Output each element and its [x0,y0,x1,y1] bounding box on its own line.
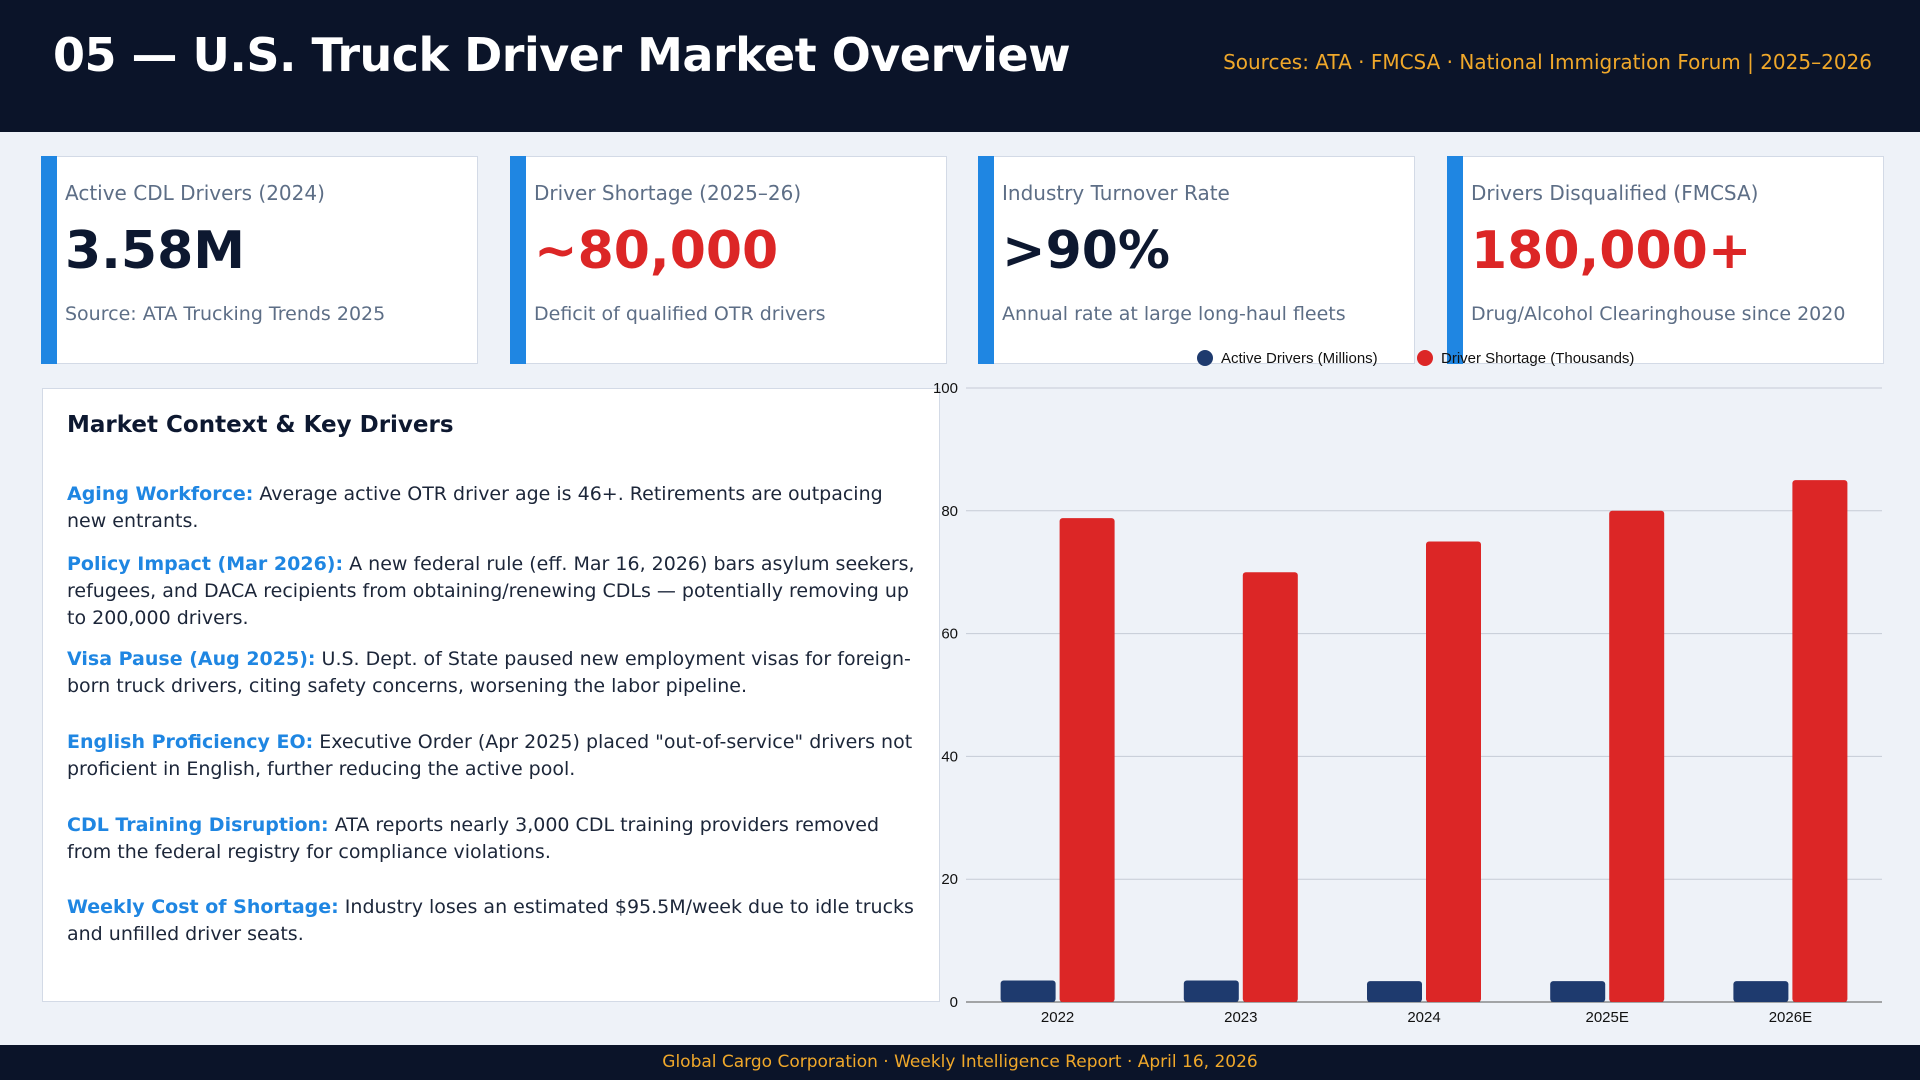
legend-label: Active Drivers (Millions) [1221,350,1378,367]
context-item-head: English Proficiency EO: [67,731,314,753]
y-tick-label: 0 [950,994,958,1011]
bar-active-drivers [1550,981,1606,1002]
x-tick-label: 2025E [1586,1009,1629,1026]
context-item-text: Executive Order (Apr 2025) placed "out-o… [67,731,913,780]
market-context-panel: Market Context & Key Drivers Aging Workf… [42,388,940,1002]
bar-driver-shortage [1792,480,1848,1003]
context-item-head: Visa Pause (Aug 2025): [67,648,316,670]
context-item-text: Average active OTR driver age is 46+. Re… [67,483,883,532]
legend-marker [1197,350,1213,366]
bar-driver-shortage [1426,541,1481,1002]
context-title: Market Context & Key Drivers [67,412,454,438]
context-item-head: Weekly Cost of Shortage: [67,896,339,918]
kpi-value: 3.58M [65,221,246,281]
bar-active-drivers [1000,980,1056,1002]
context-item-cdl-training: CDL Training Disruption: ATA reports nea… [67,812,917,866]
legend-label: Driver Shortage (Thousands) [1441,350,1634,367]
bar-active-drivers [1183,980,1239,1002]
card-accent-bar [1447,156,1463,364]
footer-text: Global Cargo Corporation · Weekly Intell… [662,1052,1258,1072]
context-item-head: Policy Impact (Mar 2026): [67,553,344,575]
context-item-visa-pause: Visa Pause (Aug 2025): U.S. Dept. of Sta… [67,646,917,700]
context-item-aging-workforce: Aging Workforce: Average active OTR driv… [67,481,917,535]
driver-market-bar-chart: 0 20 40 60 80 100 2022 2023 2024 2025E 2026E Active… [933,350,1882,1026]
bar-driver-shortage [1059,518,1115,1002]
bar-active-drivers [1733,981,1789,1002]
kpi-label: Driver Shortage (2025–26) [534,181,802,205]
kpi-card-drivers-disqualified: Drivers Disqualified (FMCSA) 180,000+ Dr… [1447,156,1884,364]
kpi-label: Drivers Disqualified (FMCSA) [1471,181,1759,205]
x-tick-label: 2024 [1407,1009,1440,1026]
context-item-head: CDL Training Disruption: [67,814,329,836]
kpi-card-driver-shortage: Driver Shortage (2025–26) ~80,000 Defici… [510,156,947,364]
kpi-subtext: Drug/Alcohol Clearinghouse since 2020 [1471,303,1846,325]
x-tick-label: 2022 [1041,1009,1074,1026]
kpi-subtext: Annual rate at large long-haul fleets [1002,303,1346,325]
y-tick-label: 100 [933,380,958,397]
kpi-subtext: Source: ATA Trucking Trends 2025 [65,303,386,325]
context-item-text: ATA reports nearly 3,000 CDL training pr… [67,814,880,863]
bar-active-drivers [1367,981,1422,1002]
bar-driver-shortage [1609,510,1665,1002]
kpi-label: Active CDL Drivers (2024) [65,181,325,205]
context-item-english-proficiency: English Proficiency EO: Executive Order … [67,729,917,783]
card-accent-bar [978,156,994,364]
bar-driver-shortage [1242,572,1298,1002]
context-item-text: Industry loses an estimated $95.5M/week … [67,896,914,945]
page-title: 05 — U.S. Truck Driver Market Overview [53,28,1071,82]
kpi-value: >90% [1002,221,1171,281]
kpi-card-active-drivers: Active CDL Drivers (2024) 3.58M Source: … [41,156,478,364]
x-tick-label: 2023 [1224,1009,1257,1026]
kpi-subtext: Deficit of qualified OTR drivers [534,303,826,325]
card-accent-bar [41,156,57,364]
legend-marker [1417,350,1433,366]
x-tick-label: 2026E [1769,1009,1812,1026]
y-tick-label: 60 [941,626,958,643]
kpi-card-turnover-rate: Industry Turnover Rate >90% Annual rate … [978,156,1415,364]
context-item-text: U.S. Dept. of State paused new employmen… [67,648,911,697]
kpi-value: ~80,000 [534,221,779,281]
y-tick-label: 40 [941,748,958,765]
sources-caption: Sources: ATA · FMCSA · National Immigrat… [1223,50,1872,74]
y-tick-label: 80 [941,503,958,520]
header-bar: 05 — U.S. Truck Driver Market Overview S… [0,0,1920,132]
footer-bar: Global Cargo Corporation · Weekly Intell… [0,1045,1920,1080]
y-tick-label: 20 [941,871,958,888]
context-item-head: Aging Workforce: [67,483,254,505]
card-accent-bar [510,156,526,364]
context-item-policy-impact: Policy Impact (Mar 2026): A new federal … [67,551,917,632]
kpi-value: 180,000+ [1471,221,1752,281]
kpi-label: Industry Turnover Rate [1002,181,1230,205]
context-item-weekly-cost: Weekly Cost of Shortage: Industry loses … [67,894,917,948]
context-item-text: A new federal rule (eff. Mar 16, 2026) b… [67,553,915,629]
